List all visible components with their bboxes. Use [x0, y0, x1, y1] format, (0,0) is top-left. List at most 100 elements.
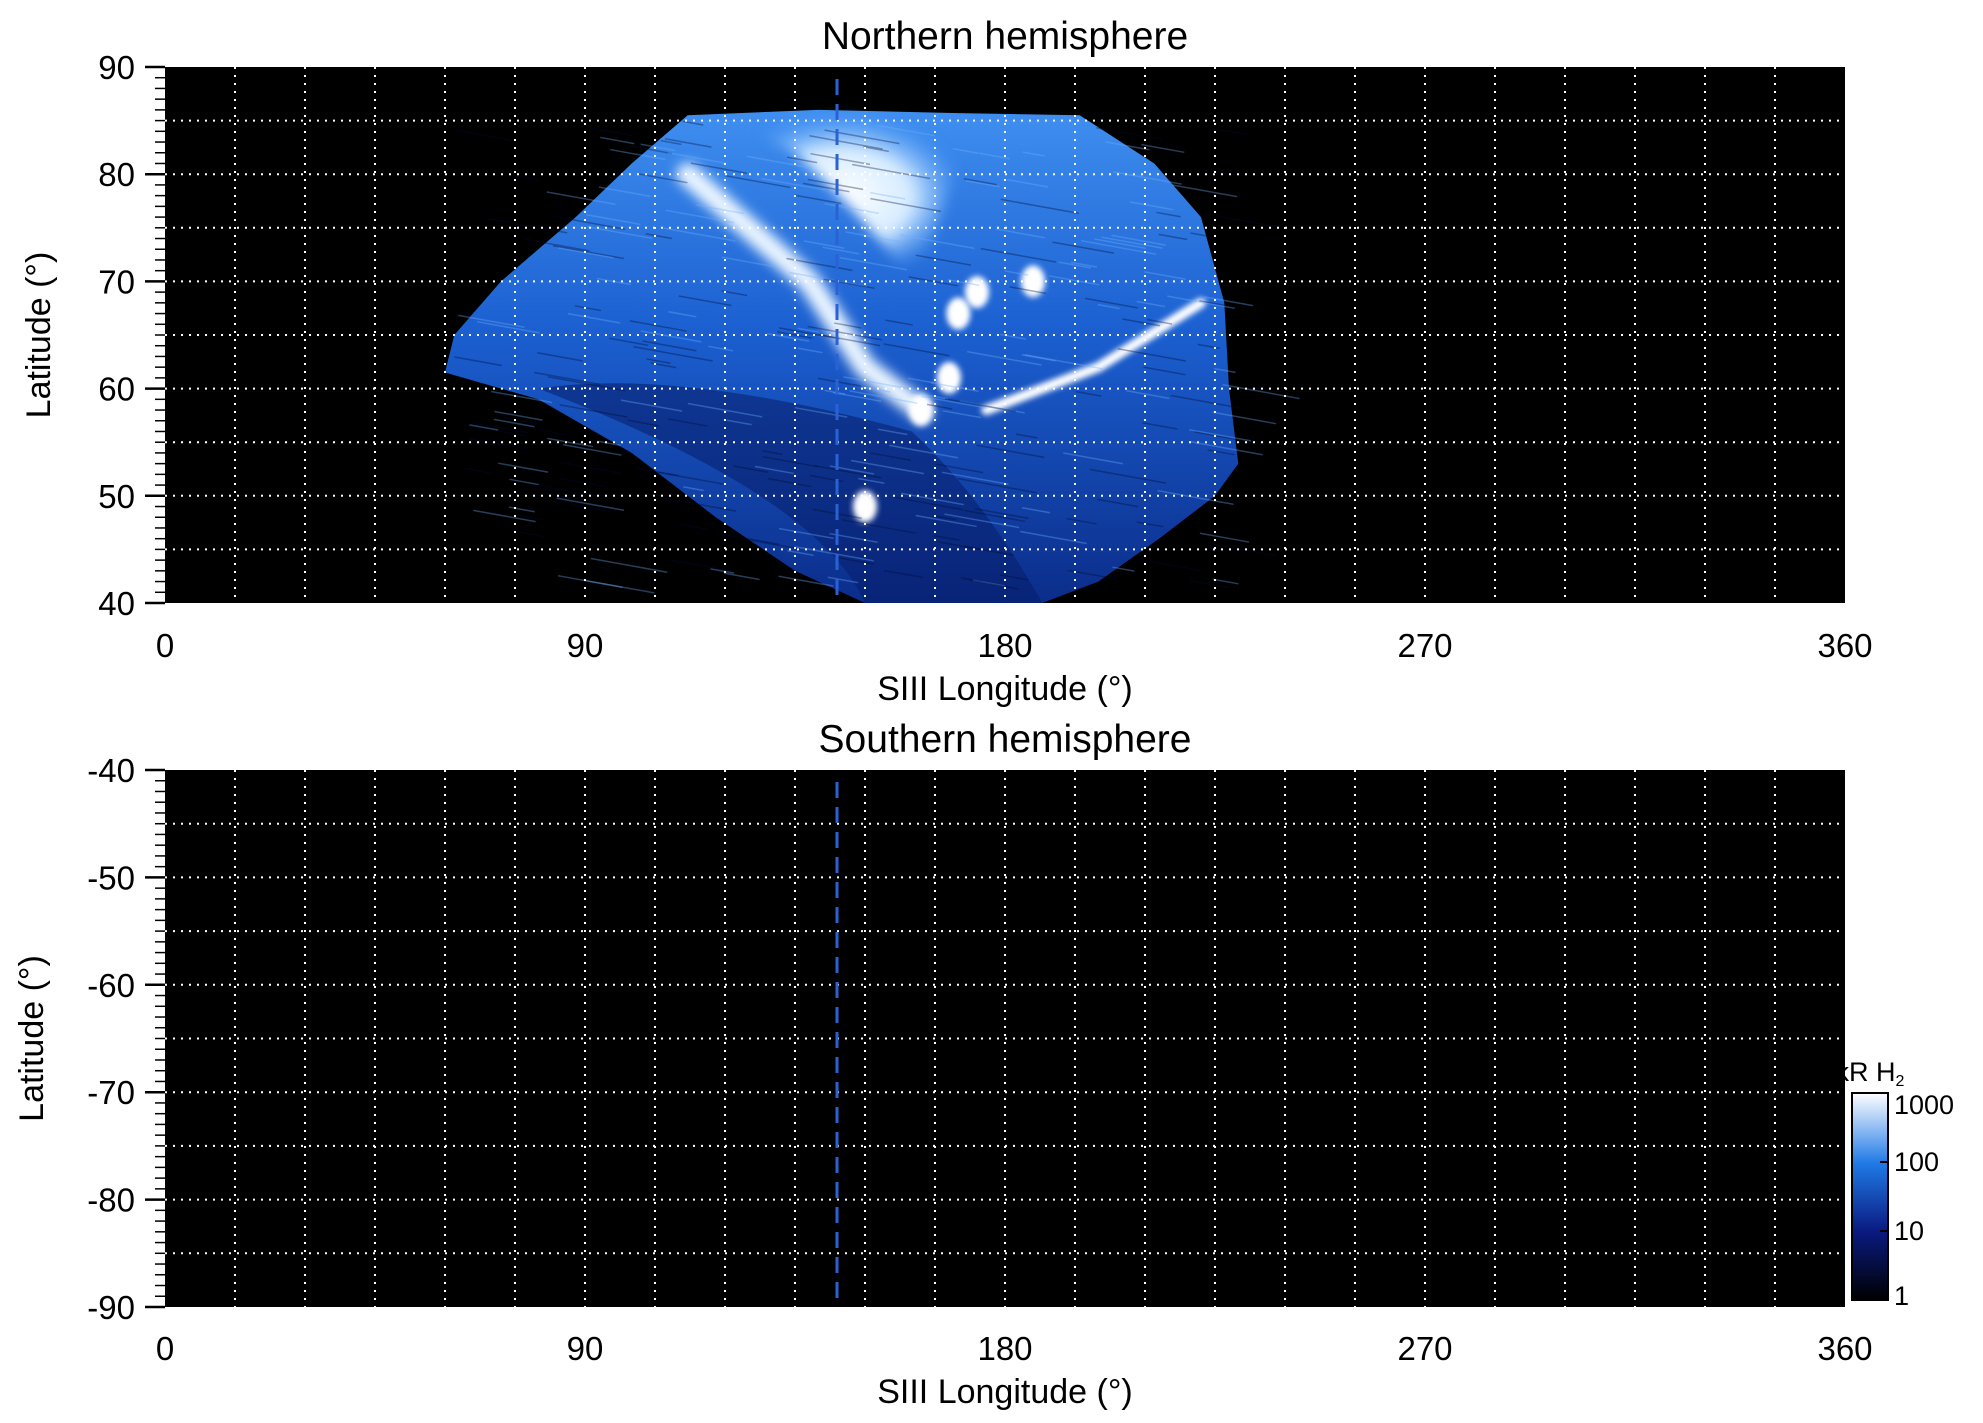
emission-streak	[586, 126, 634, 137]
emission-streak	[876, 124, 935, 137]
emission-streak	[678, 295, 732, 307]
emission-streak	[620, 399, 683, 412]
emission-streak	[547, 437, 594, 448]
colorbar-ticks: 1 10 100 1000	[1880, 1090, 1954, 1311]
y-tick-label: -60	[87, 967, 135, 1004]
emission-streak	[635, 467, 679, 477]
emission-streak	[1021, 506, 1051, 514]
emission-streak	[1111, 234, 1166, 246]
emission-streak	[1094, 238, 1147, 250]
emission-streak	[552, 245, 625, 260]
emission-streak	[1136, 521, 1164, 528]
emission-streak	[1112, 171, 1182, 185]
emission-streak	[639, 173, 688, 184]
emission-streak	[807, 178, 864, 191]
emission-streak	[942, 409, 981, 419]
emission-streak	[817, 377, 861, 387]
emission-streak	[498, 462, 549, 473]
emission-spot	[853, 490, 877, 523]
emission-streak	[863, 386, 891, 393]
southern-x-tick-labels: 0 90 180 270 360	[156, 1330, 1873, 1367]
x-tick-label: 360	[1817, 1330, 1872, 1367]
emission-streak	[1089, 468, 1167, 484]
emission-streak	[1156, 211, 1181, 218]
emission-streak	[546, 191, 616, 206]
southern-grid	[165, 770, 1845, 1307]
emission-streak	[524, 238, 590, 252]
emission-streak	[640, 143, 676, 152]
emission-streak	[556, 497, 625, 512]
emission-streak	[851, 163, 931, 180]
colorbar-tick-label: 1	[1894, 1281, 1909, 1311]
emission-streak	[559, 404, 628, 418]
emission-streak	[945, 398, 1016, 413]
emission-spot	[946, 297, 971, 330]
emission-streak	[843, 376, 917, 391]
emission-streak	[822, 246, 860, 255]
emission-streak	[814, 464, 882, 479]
northern-x-axis-label: SIII Longitude (°)	[877, 670, 1133, 708]
emission-streak	[802, 182, 850, 193]
y-tick-label: 70	[98, 263, 135, 300]
emission-streak	[936, 463, 984, 474]
emission-streak	[562, 443, 622, 456]
emission-streak	[683, 486, 704, 492]
emission-streak	[845, 231, 901, 243]
y-tick-label: -70	[87, 1074, 135, 1111]
colorbar-tick-label: 100	[1894, 1147, 1939, 1177]
emission-streak	[509, 478, 539, 486]
emission-streak	[1202, 212, 1279, 228]
emission-streak	[1122, 318, 1160, 327]
emission-streak	[870, 452, 912, 462]
emission-streak	[883, 343, 950, 357]
emission-streak	[767, 477, 812, 488]
emission-streak	[1112, 566, 1135, 572]
southern-title: Southern hemisphere	[819, 718, 1192, 761]
emission-streak	[778, 575, 834, 587]
emission-streak	[723, 572, 760, 581]
emission-streak	[870, 197, 942, 213]
emission-streak	[584, 563, 611, 570]
emission-streak	[1143, 366, 1186, 376]
southern-panel: 0 90 180 270 360 -40 -50 -60 -70 -80 -90 Southern…	[13, 718, 1873, 1411]
emission-streak	[797, 347, 823, 354]
x-tick-label: 270	[1397, 627, 1452, 664]
emission-streak	[503, 416, 538, 425]
emission-streak	[877, 428, 908, 436]
emission-streak	[1204, 168, 1239, 177]
emission-streak	[517, 514, 547, 522]
emission-streak	[824, 389, 846, 395]
emission-streak	[1049, 275, 1100, 286]
emission-streak	[1136, 300, 1166, 308]
northern-y-tick-labels: 40 50 60 70 80 90	[98, 49, 135, 622]
emission-streak	[534, 371, 600, 386]
emission-streak	[947, 278, 980, 287]
emission-streak	[1020, 530, 1087, 545]
emission-streak	[1052, 241, 1115, 254]
southern-y-axis-label: Latitude (°)	[13, 955, 51, 1122]
emission-spot	[1021, 265, 1045, 298]
emission-streak	[494, 410, 543, 421]
emission-streak	[696, 204, 745, 215]
emission-streak	[937, 541, 983, 551]
emission-streak	[1075, 390, 1102, 397]
y-tick-label: 90	[98, 49, 135, 86]
emission-streak	[547, 376, 626, 392]
emission-streak	[670, 559, 738, 573]
emission-streak	[910, 391, 949, 400]
northern-minor-ticks	[145, 65, 165, 605]
emission-streak	[850, 459, 925, 475]
emission-spot	[909, 394, 933, 427]
colorbar-tick-label: 10	[1894, 1216, 1924, 1246]
emission-streak	[1214, 367, 1236, 374]
emission-streak	[827, 576, 859, 584]
emission-streak	[921, 395, 988, 409]
emission-streak	[794, 194, 842, 205]
emission-streak	[663, 227, 736, 242]
emission-streak	[1158, 233, 1188, 241]
northern-panel: 0 90 180 270 360 40 50 60 70 80 90 Northern hemis…	[20, 15, 1873, 708]
emission-streak	[952, 147, 979, 154]
y-tick-label: 80	[98, 156, 135, 193]
emission-streak	[1009, 286, 1046, 295]
emission-streak	[999, 333, 1027, 340]
